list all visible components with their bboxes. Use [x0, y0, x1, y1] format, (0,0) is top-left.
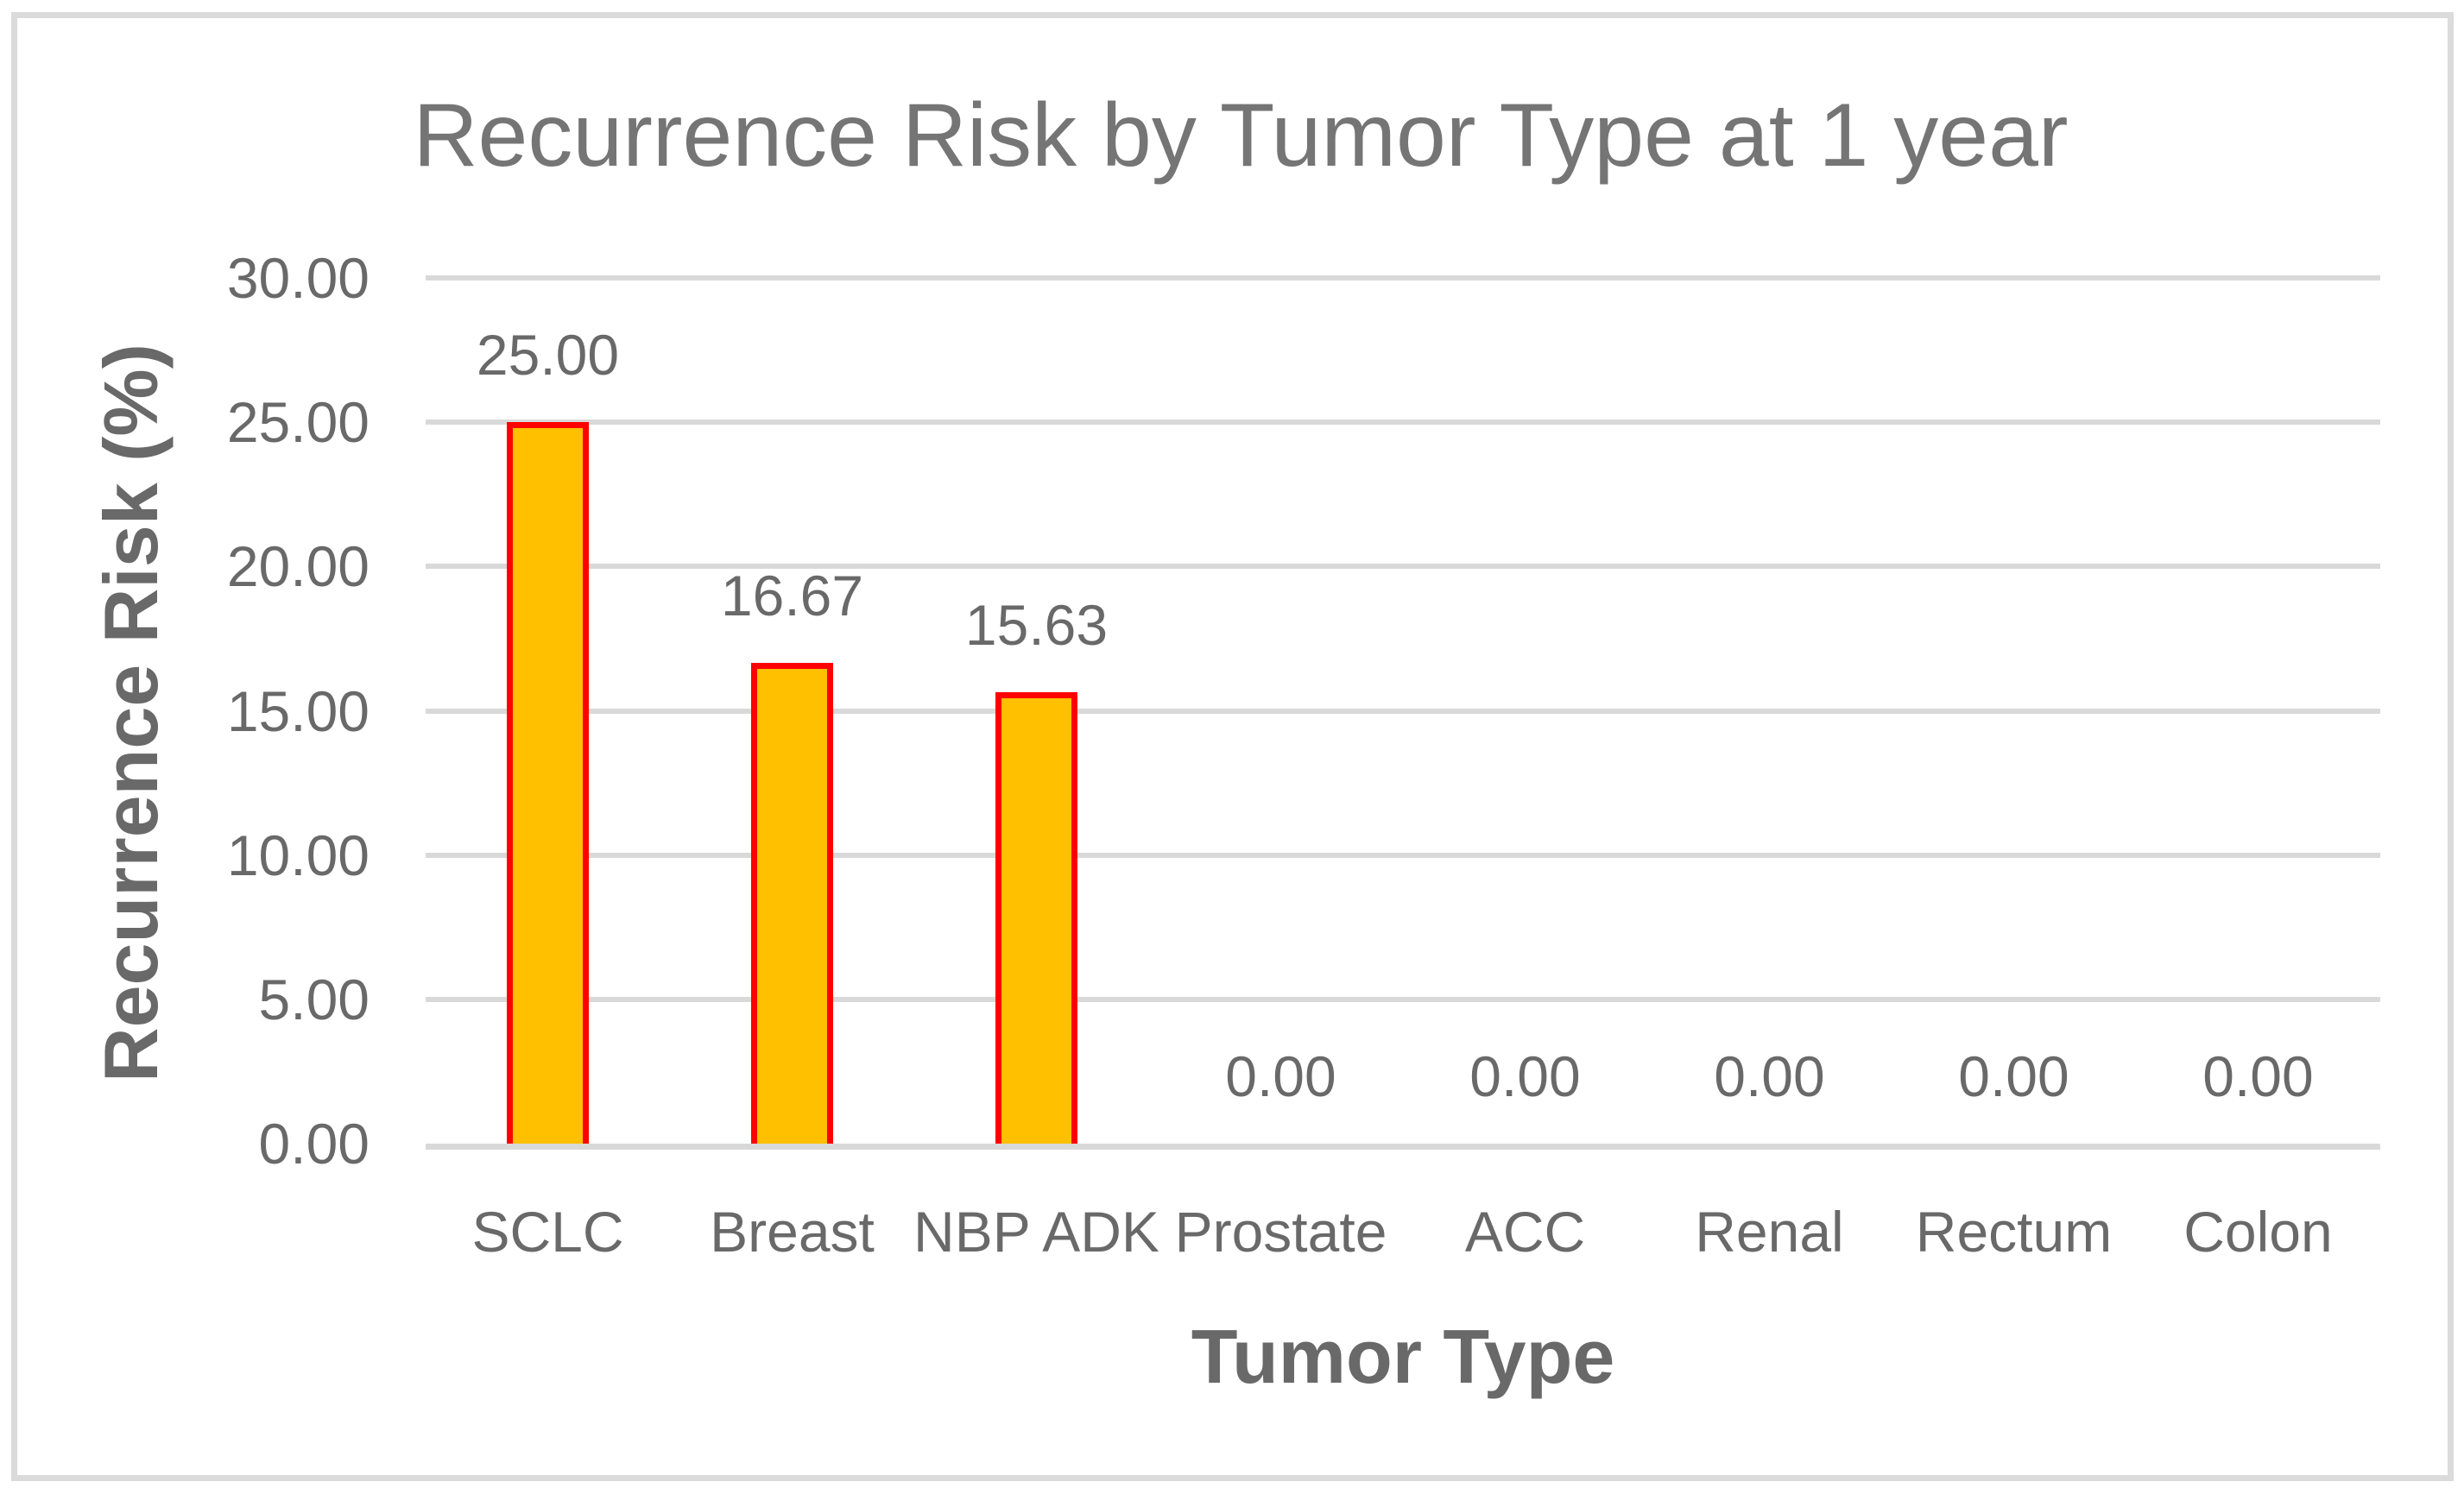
gridline [426, 564, 2380, 570]
x-category-label: SCLC [471, 1200, 624, 1264]
gridline [426, 419, 2380, 426]
x-category-label: Rectum [1915, 1200, 2113, 1264]
x-category-label: Colon [2183, 1200, 2333, 1264]
y-tick-label: 20.00 [226, 534, 370, 599]
y-tick-label: 30.00 [226, 246, 370, 311]
bar-data-label: 25.00 [476, 323, 620, 387]
x-axis-title-text: Tumor Type [1191, 1314, 1615, 1399]
y-tick-label: 5.00 [258, 967, 370, 1031]
bar-data-label: 0.00 [1714, 1044, 1825, 1108]
y-tick-label: 10.00 [226, 823, 370, 887]
chart-title: Recurrence Risk by Tumor Type at 1 year [413, 85, 2069, 186]
gridline [426, 852, 2380, 858]
chart-frame-border [11, 12, 2454, 1481]
bar-data-label: 0.00 [1469, 1044, 1581, 1108]
bar-data-label: 0.00 [1958, 1044, 2069, 1108]
bar [995, 692, 1077, 1144]
x-category-label: NBP ADK [913, 1200, 1159, 1264]
bar [507, 422, 589, 1144]
gridline [426, 708, 2380, 714]
x-category-label: Breast [710, 1200, 875, 1264]
bar-data-label: 15.63 [964, 593, 1109, 657]
y-tick-label: 15.00 [226, 678, 370, 743]
y-tick-label: 0.00 [258, 1112, 370, 1176]
gridline [426, 996, 2380, 1002]
bar-data-label: 0.00 [2202, 1044, 2314, 1108]
x-category-label: ACC [1464, 1200, 1586, 1264]
x-category-label: Renal [1695, 1200, 1844, 1264]
x-axis-line [426, 1144, 2380, 1150]
bar-data-label: 0.00 [1225, 1044, 1336, 1108]
y-tick-label: 25.00 [226, 390, 370, 455]
x-category-label: Prostate [1174, 1200, 1387, 1264]
bar-data-label: 16.67 [720, 564, 864, 627]
gridline [426, 275, 2380, 281]
bar [751, 663, 833, 1144]
